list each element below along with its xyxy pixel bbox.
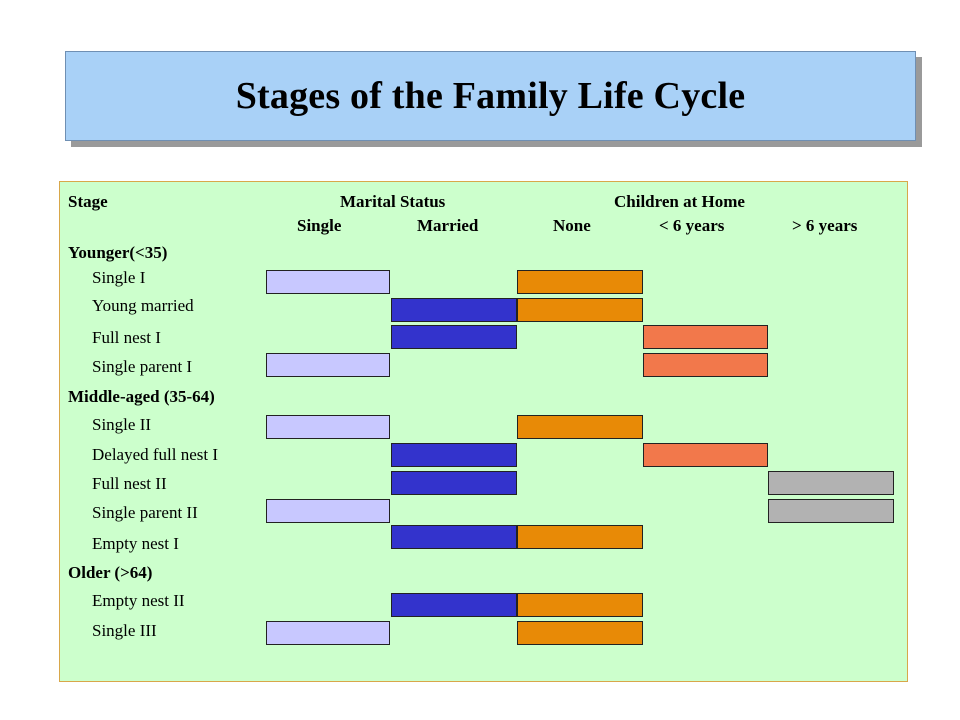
row-label: Empty nest II [92, 591, 185, 610]
group-middle-aged: Middle-aged (35-64) [68, 387, 215, 406]
bar-married [391, 443, 517, 467]
bar-single [266, 353, 390, 377]
row-label: Delayed full nest I [92, 445, 219, 464]
bar-none [517, 593, 643, 617]
row-label: Empty nest I [92, 534, 179, 553]
bar-married [391, 325, 517, 349]
bar-none [517, 525, 643, 549]
title-banner: Stages of the Family Life Cycle [65, 51, 916, 141]
header-children-at-home: Children at Home [614, 192, 745, 211]
header-over-6-years: > 6 years [792, 216, 858, 235]
header-married: Married [417, 216, 479, 235]
bar-single [266, 499, 390, 523]
bar-over6 [768, 471, 894, 495]
header-single: Single [297, 216, 342, 235]
life-cycle-table: Stage Marital Status Children at Home Si… [59, 181, 908, 682]
bar-over6 [768, 499, 894, 523]
bar-under6 [643, 325, 768, 349]
row-label: Single III [92, 621, 157, 640]
bar-married [391, 525, 517, 549]
bar-none [517, 298, 643, 322]
header-stage: Stage [68, 192, 108, 211]
row-label: Single II [92, 415, 152, 434]
bar-married [391, 298, 517, 322]
header-none: None [553, 216, 591, 235]
row-label: Single parent I [92, 357, 193, 376]
row-label: Full nest I [92, 328, 161, 347]
row-label: Full nest II [92, 474, 167, 493]
group-younger: Younger(<35) [68, 243, 168, 262]
bar-none [517, 621, 643, 645]
header-under-6-years: < 6 years [659, 216, 725, 235]
bar-single [266, 621, 390, 645]
row-label: Young married [92, 296, 194, 315]
bar-married [391, 593, 517, 617]
header-marital-status: Marital Status [340, 192, 446, 211]
bar-married [391, 471, 517, 495]
row-label: Single I [92, 268, 146, 287]
bar-none [517, 415, 643, 439]
bar-under6 [643, 353, 768, 377]
row-label: Single parent II [92, 503, 198, 522]
page-title: Stages of the Family Life Cycle [235, 75, 746, 117]
group-older: Older (>64) [68, 563, 153, 582]
bar-under6 [643, 443, 768, 467]
bar-single [266, 270, 390, 294]
bar-single [266, 415, 390, 439]
bar-none [517, 270, 643, 294]
